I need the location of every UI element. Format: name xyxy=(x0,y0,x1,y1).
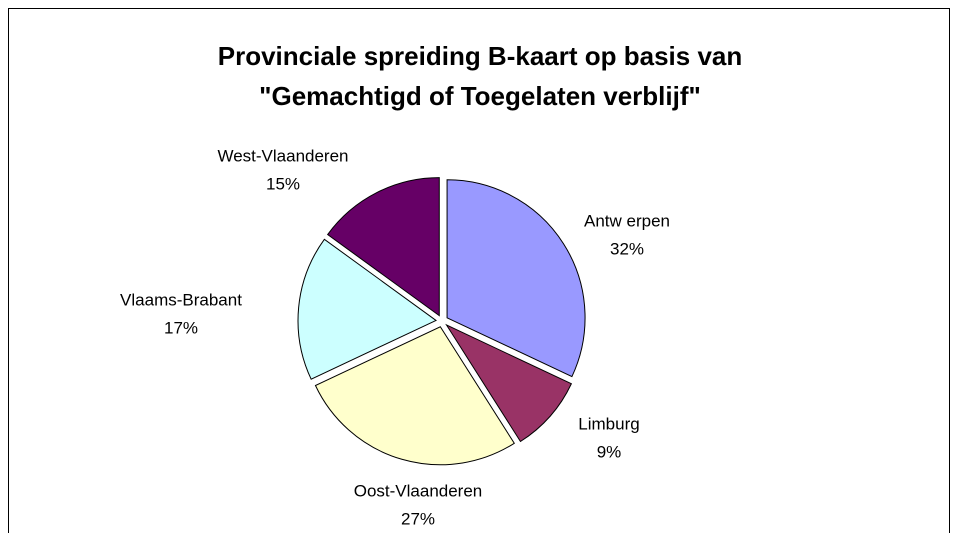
slice-label: Oost-Vlaanderen xyxy=(354,481,483,500)
chart-title: Provinciale spreiding B-kaart op basis v… xyxy=(218,41,743,71)
pie-slice xyxy=(314,326,515,466)
slice-label: West-Vlaanderen xyxy=(217,146,348,165)
slice-label: Vlaams-Brabant xyxy=(120,290,242,309)
slice-value-label: 9% xyxy=(597,442,622,461)
pie-slice xyxy=(445,323,573,443)
pie-slice xyxy=(446,179,586,378)
slice-value-label: 17% xyxy=(164,318,198,337)
slice-label: Antw erpen xyxy=(584,211,670,230)
pie-slice xyxy=(326,177,440,317)
slice-value-label: 27% xyxy=(401,509,435,528)
slice-label: Limburg xyxy=(578,414,639,433)
slice-value-label: 15% xyxy=(266,174,300,193)
pie-slice xyxy=(297,238,438,380)
chart-title: "Gemachtigd of Toegelaten verblijf" xyxy=(259,81,701,111)
slice-value-label: 32% xyxy=(610,239,644,258)
